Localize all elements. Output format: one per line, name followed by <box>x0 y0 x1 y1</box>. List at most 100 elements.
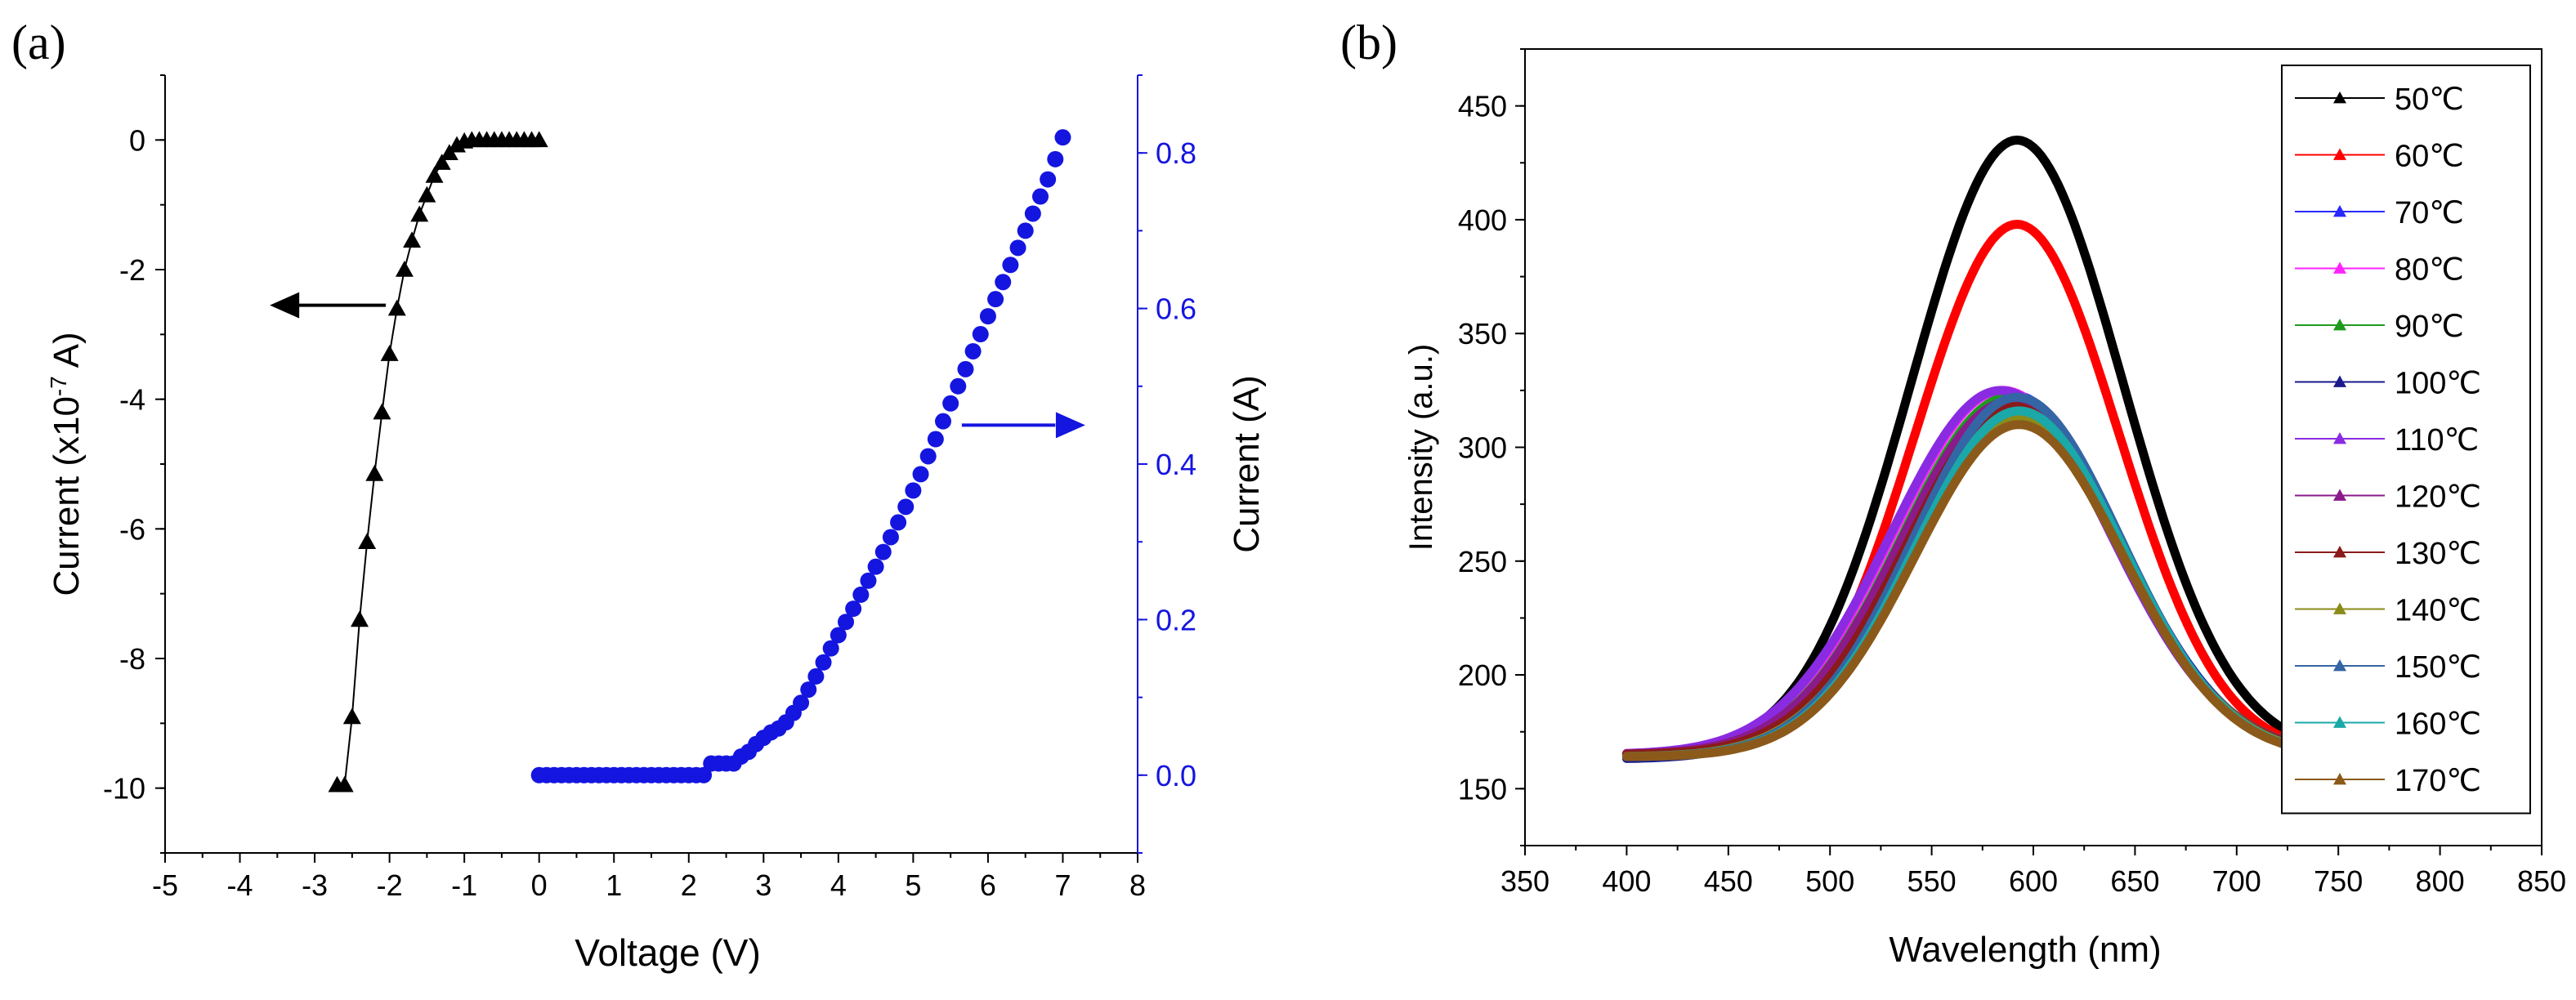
b-x-tick-label: 600 <box>2009 864 2058 898</box>
a-triangle-point <box>358 533 377 549</box>
a-triangle-point <box>351 610 369 627</box>
b-legend-label: 120℃ <box>2395 480 2481 515</box>
a-circle-point <box>1054 129 1071 146</box>
b-legend-label: 160℃ <box>2395 708 2481 742</box>
a-left-arrow-head <box>270 292 300 319</box>
a-circle-point <box>950 377 967 395</box>
a-circle-point <box>935 413 951 430</box>
a-x-tick-label: -1 <box>451 868 477 902</box>
a-triangle-point <box>373 403 391 420</box>
a-right-tick-label: 0.8 <box>1156 136 1196 170</box>
b-y-tick-label: 400 <box>1458 203 1507 237</box>
b-series-curve-170c <box>1621 420 2343 761</box>
a-x-tick-label: -4 <box>227 868 253 902</box>
a-x-tick-label: -5 <box>152 868 178 902</box>
a-x-axis-title: Voltage (V) <box>575 931 761 974</box>
a-circle-point <box>695 766 713 783</box>
panel-b: (b) 350 400 450 500 550 600 650 700 750 800 850 Wav… <box>1340 16 2566 970</box>
a-circle-point <box>1040 171 1057 188</box>
b-x-tick-label: 700 <box>2212 864 2261 898</box>
a-series-forward <box>530 129 1071 783</box>
b-x-tick-label: 650 <box>2110 864 2159 898</box>
b-legend-item: 80℃ <box>2295 253 2464 288</box>
b-x-tick-label: 350 <box>1500 864 1550 898</box>
a-circle-point <box>995 274 1012 291</box>
b-legend-item: 140℃ <box>2295 594 2481 628</box>
a-circle-point <box>807 667 825 685</box>
b-x-tick-label: 450 <box>1704 864 1753 898</box>
b-legend-item: 60℃ <box>2295 140 2464 174</box>
b-y-tick-label: 200 <box>1458 658 1507 692</box>
a-left-tick-label: -10 <box>103 772 145 806</box>
b-legend-label: 60℃ <box>2395 140 2464 174</box>
b-x-tick-label: 400 <box>1602 864 1651 898</box>
b-legend-marker <box>2333 205 2346 217</box>
a-right-arrow <box>961 412 1085 439</box>
a-circle-point <box>838 614 854 631</box>
a-circle-point <box>964 342 982 359</box>
a-x-tick-label: 8 <box>1129 868 1146 902</box>
a-circle-point <box>957 360 974 377</box>
b-legend-item: 90℃ <box>2295 310 2464 344</box>
b-legend-item: 150℃ <box>2295 650 2481 685</box>
a-x-tick-label: 1 <box>606 868 622 902</box>
b-legend-marker <box>2333 716 2346 728</box>
a-circle-point <box>874 543 892 560</box>
a-circle-point <box>882 529 899 546</box>
a-circle-point <box>867 558 884 575</box>
a-circle-point <box>1024 205 1041 222</box>
b-legend-label: 50℃ <box>2395 83 2464 117</box>
a-triangle-point <box>335 775 354 792</box>
b-x-tick-label: 750 <box>2314 864 2363 898</box>
b-legend-marker <box>2333 602 2346 614</box>
b-legend-item: 130℃ <box>2295 537 2481 571</box>
b-legend-label: 150℃ <box>2395 650 2481 685</box>
a-left-axis-title-part: Current (x10 <box>47 396 87 596</box>
a-circle-point <box>845 600 862 618</box>
b-legend-item: 100℃ <box>2295 367 2481 401</box>
a-left-tick-label: -6 <box>119 512 145 546</box>
a-circle-point <box>905 482 922 499</box>
b-legend-item: 170℃ <box>2295 764 2481 798</box>
b-legend-marker <box>2333 432 2346 444</box>
a-triangle-point <box>410 205 429 222</box>
a-triangle-point <box>380 345 399 361</box>
b-legend-marker <box>2333 659 2346 672</box>
a-right-tick-label: 0.6 <box>1156 292 1196 326</box>
a-circle-point <box>942 395 959 412</box>
a-circle-point <box>815 654 832 671</box>
b-y-axis-title: Intensity (a.u.) <box>1403 344 1439 551</box>
a-left-tick-label: -2 <box>119 253 145 287</box>
a-x-tick-label: 4 <box>830 868 847 902</box>
a-x-tick-label: 3 <box>755 868 771 902</box>
a-triangle-point <box>342 708 361 725</box>
a-triangle-point <box>365 464 384 481</box>
b-y-tick-label: 250 <box>1458 545 1507 578</box>
a-triangle-point <box>432 154 451 170</box>
b-legend-item: 160℃ <box>2295 708 2481 742</box>
b-legend: 50℃ 60℃ 70℃ 80℃ 90℃ 100℃ 110℃ 120℃ 130℃ 140℃ 150℃ 1… <box>2281 65 2531 815</box>
a-triangle-point <box>425 166 444 183</box>
a-left-tick-label: -4 <box>119 383 145 417</box>
a-triangle-point <box>395 261 414 277</box>
b-y-tick-label: 350 <box>1458 317 1507 350</box>
b-legend-marker <box>2333 92 2346 104</box>
b-curves <box>1621 135 2343 763</box>
b-legend-marker <box>2333 773 2346 785</box>
a-circle-point <box>860 572 877 589</box>
a-circle-point <box>890 514 907 531</box>
a-circle-point <box>1009 239 1026 257</box>
a-left-tick-label: -8 <box>119 642 145 676</box>
a-x-tick-label: 7 <box>1054 868 1071 902</box>
b-legend-item: 120℃ <box>2295 480 2481 515</box>
a-circle-point <box>1032 188 1049 205</box>
a-circle-point <box>830 627 847 644</box>
panel-b-plot: 350 400 450 500 550 600 650 700 750 800 850 Wavelen… <box>1403 48 2566 970</box>
a-circle-point <box>972 326 989 343</box>
a-x-tick-label: 6 <box>980 868 996 902</box>
a-triangle-point <box>403 231 422 248</box>
a-circle-point <box>822 640 839 657</box>
a-circle-point <box>979 308 996 325</box>
